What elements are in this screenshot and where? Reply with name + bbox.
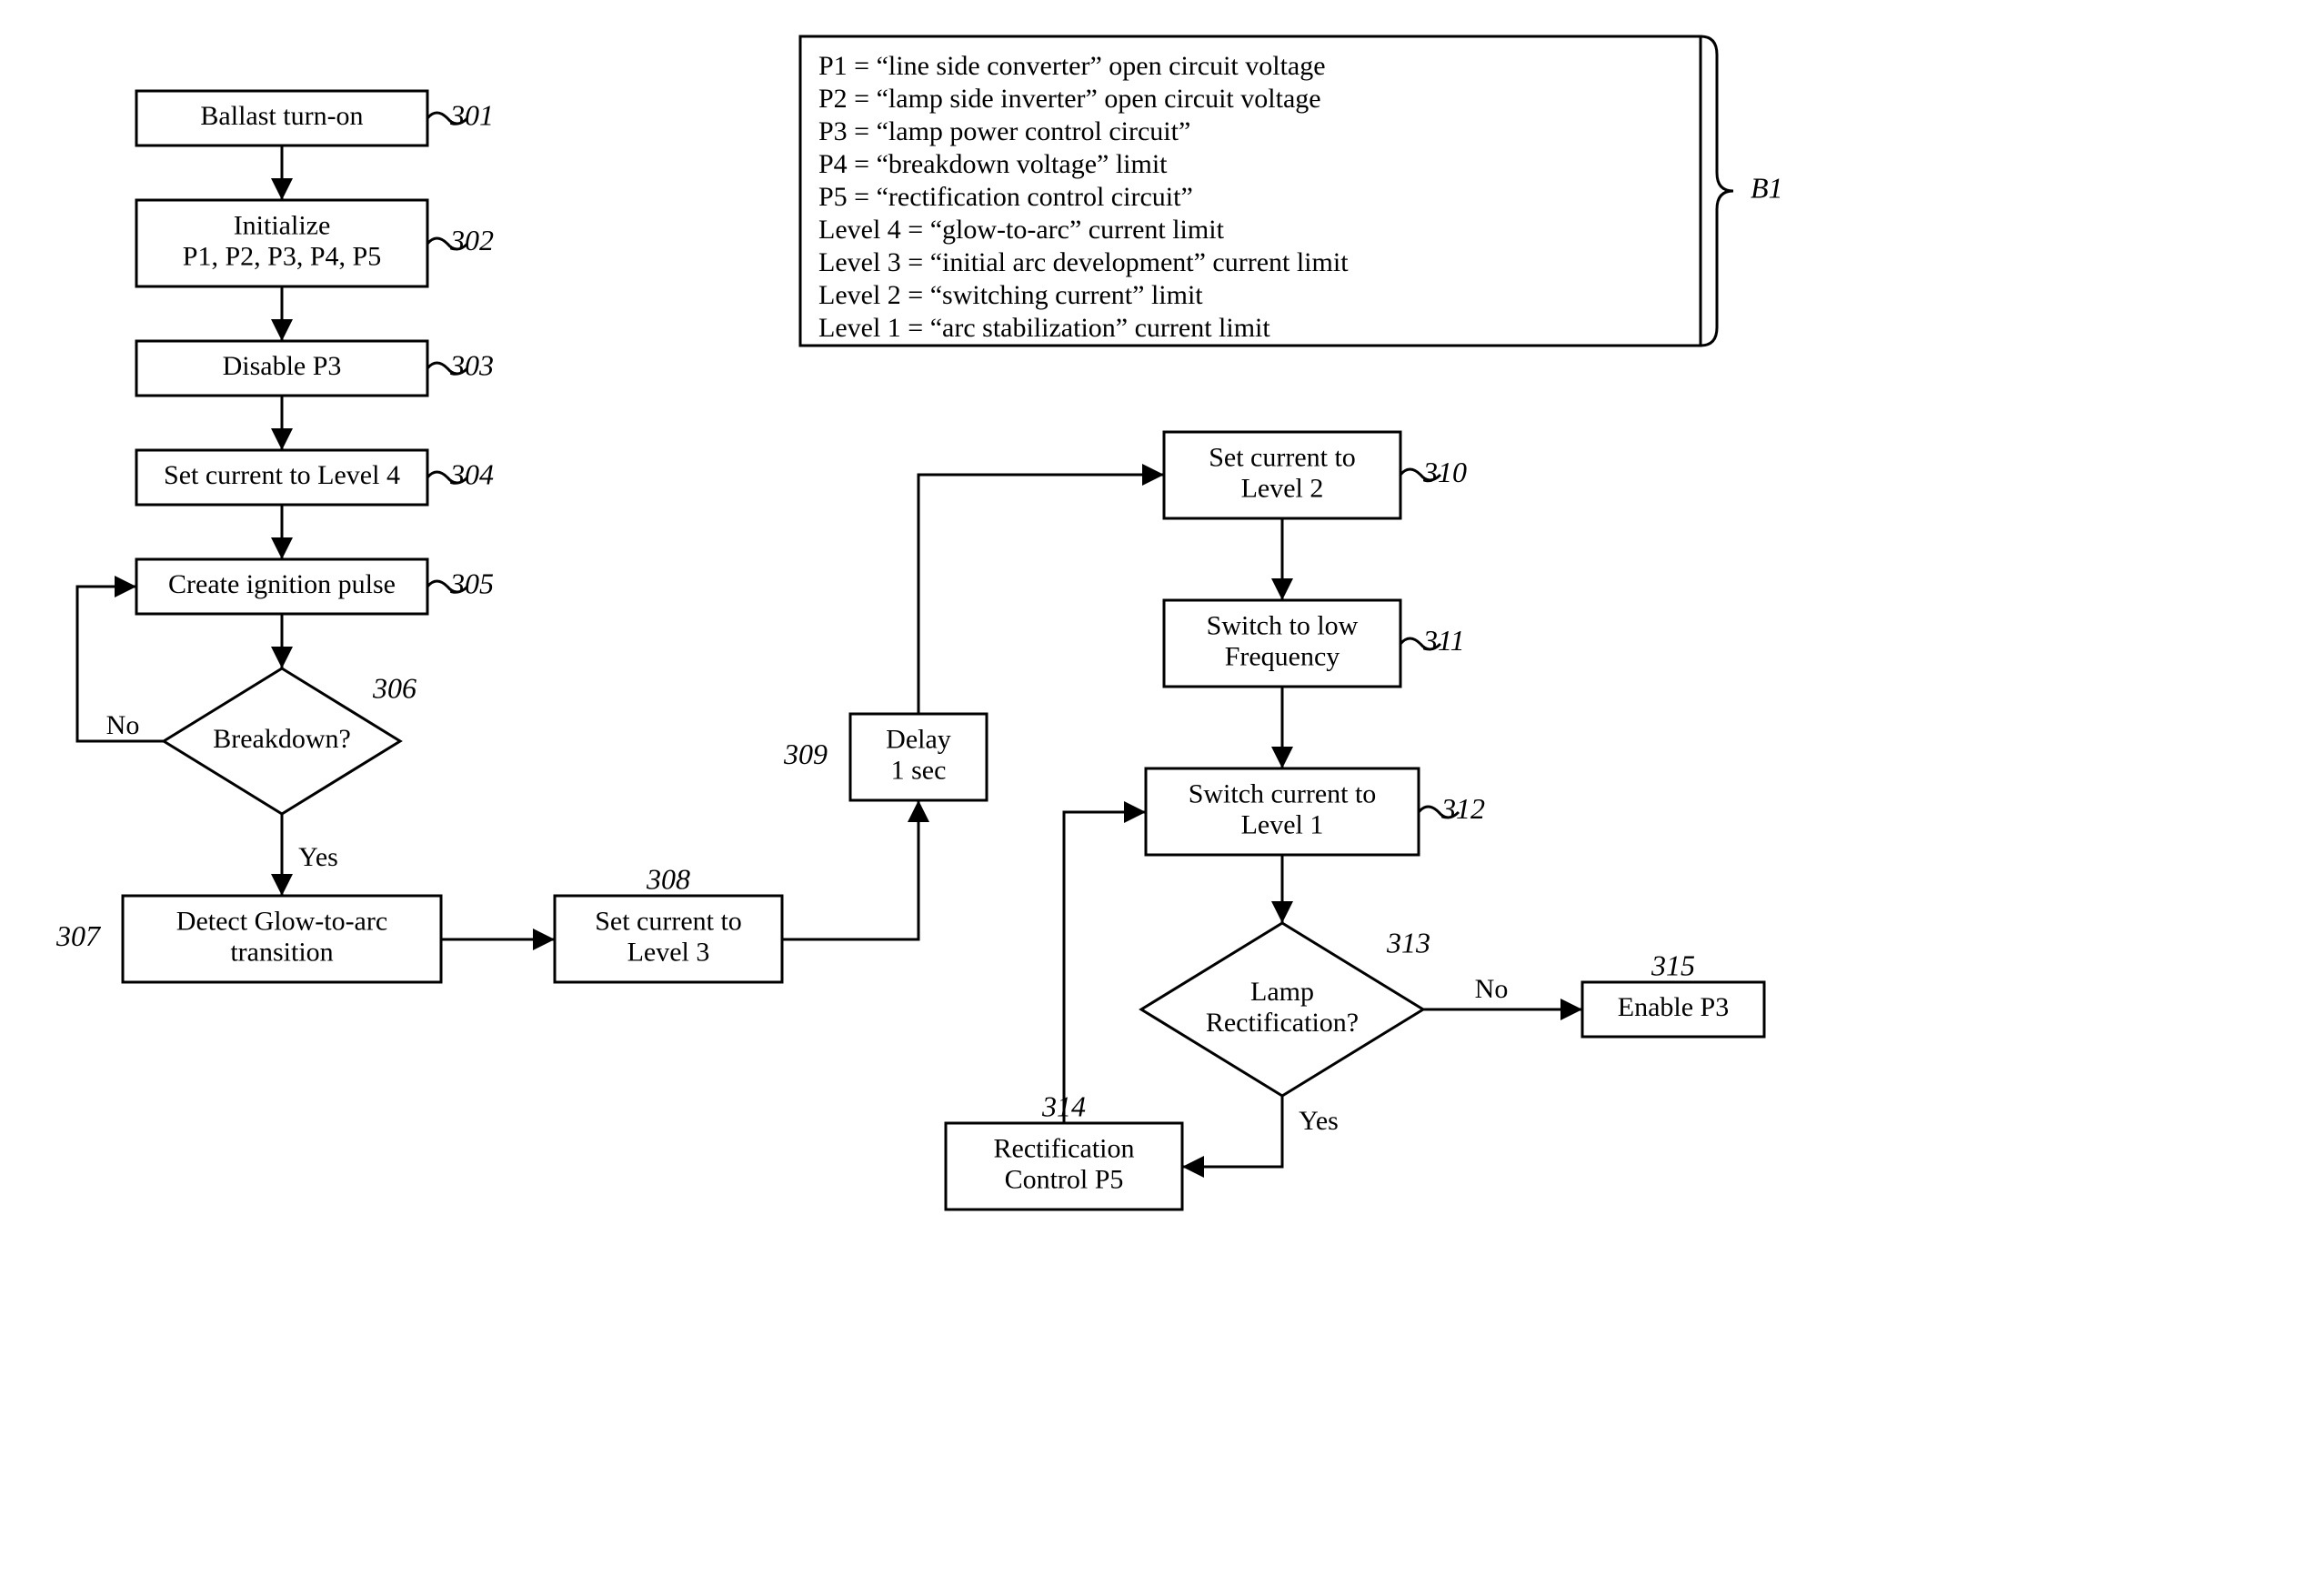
legend-line: P1 = “line side converter” open circuit … [818, 51, 1326, 81]
node-314-text: Control P5 [1005, 1164, 1124, 1194]
node-312: Switch current toLevel 1 312 [1146, 768, 1485, 855]
ref-304: 304 [449, 457, 494, 490]
node-302-text: Initialize [234, 210, 331, 240]
node-302-text: P1, P2, P3, P4, P5 [183, 241, 381, 271]
legend-line: P2 = “lamp side inverter” open circuit v… [818, 84, 1321, 114]
node-310-text: Set current to [1209, 442, 1356, 472]
node-311-text: Frequency [1225, 641, 1340, 671]
legend-line: Level 4 = “glow-to-arc” current limit [818, 215, 1225, 245]
node-314-text: Rectification [994, 1133, 1135, 1163]
edge-label: No [106, 710, 140, 740]
node-313: LampRectification? 313 [1141, 923, 1430, 1096]
edge-label: No [1475, 974, 1509, 1004]
ref-302: 302 [449, 224, 494, 256]
edge-label: Yes [1299, 1106, 1339, 1136]
node-309: Delay1 sec 309 [783, 714, 987, 800]
ref-311: 311 [1422, 624, 1465, 657]
node-309-text: Delay [886, 724, 951, 754]
ref-312: 312 [1440, 792, 1485, 825]
node-309-text: 1 sec [891, 755, 947, 785]
node-315: Enable P3 315 [1582, 949, 1764, 1037]
node-301-text: Ballast turn-on [200, 101, 363, 131]
node-306: Breakdown? 306 [164, 668, 416, 814]
node-307-text: Detect Glow-to-arc [176, 906, 387, 936]
ref-305: 305 [449, 567, 494, 599]
node-305-text: Create ignition pulse [168, 569, 396, 599]
node-305: Create ignition pulse 305 [136, 559, 494, 614]
node-306-text: Breakdown? [213, 724, 351, 754]
node-307: Detect Glow-to-arctransition 307 [55, 896, 441, 982]
legend-line: P5 = “rectification control circuit” [818, 182, 1193, 212]
node-303-text: Disable P3 [223, 351, 342, 381]
legend-line: P4 = “breakdown voltage” limit [818, 149, 1168, 179]
node-314: RectificationControl P5 314 [946, 1089, 1182, 1210]
legend-line: P3 = “lamp power control circuit” [818, 116, 1190, 146]
ref-314: 314 [1041, 1089, 1086, 1122]
node-301: Ballast turn-on 301 [136, 91, 494, 146]
legend-line: Level 3 = “initial arc development” curr… [818, 247, 1349, 277]
node-313-text: Rectification? [1206, 1008, 1359, 1038]
ref-307: 307 [55, 919, 102, 952]
ref-303: 303 [449, 348, 494, 381]
legend-line: Level 2 = “switching current” limit [818, 280, 1203, 310]
ref-B1: B1 [1751, 171, 1782, 204]
ref-306: 306 [372, 671, 416, 704]
node-304-text: Set current to Level 4 [164, 460, 400, 490]
node-311-text: Switch to low [1207, 610, 1359, 640]
ref-308: 308 [646, 862, 690, 895]
node-312-text: Level 1 [1241, 809, 1324, 839]
ref-315: 315 [1651, 949, 1695, 981]
edge-label: Yes [298, 842, 338, 872]
node-302: InitializeP1, P2, P3, P4, P5 302 [136, 200, 494, 286]
node-315-text: Enable P3 [1618, 992, 1729, 1022]
node-308-text: Level 3 [627, 937, 710, 967]
legend-box: P1 = “line side converter” open circuit … [800, 36, 1701, 346]
node-308: Set current toLevel 3 308 [555, 862, 782, 982]
ref-313: 313 [1386, 926, 1430, 959]
node-304: Set current to Level 4 304 [136, 450, 494, 505]
node-313-text: Lamp [1250, 977, 1314, 1007]
node-310-text: Level 2 [1241, 473, 1324, 503]
legend-line: Level 1 = “arc stabilization” current li… [818, 313, 1270, 343]
node-307-text: transition [230, 937, 333, 967]
ref-309: 309 [783, 738, 828, 770]
node-312-text: Switch current to [1189, 778, 1377, 808]
node-303: Disable P3 303 [136, 341, 494, 396]
ref-310: 310 [1422, 456, 1467, 488]
node-308-text: Set current to [595, 906, 742, 936]
ref-301: 301 [449, 98, 494, 131]
